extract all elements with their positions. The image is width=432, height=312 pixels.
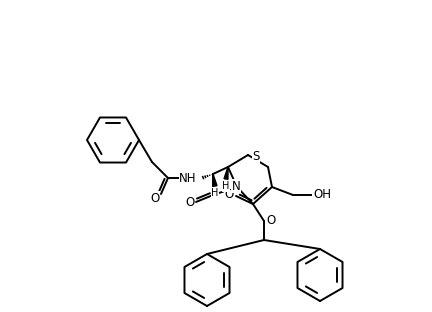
- Text: S: S: [252, 150, 260, 163]
- Text: O: O: [224, 188, 234, 202]
- Text: O: O: [267, 213, 276, 227]
- Text: H: H: [222, 181, 230, 191]
- Text: NH: NH: [179, 173, 197, 186]
- Text: OH: OH: [313, 188, 331, 202]
- Polygon shape: [224, 167, 228, 179]
- Text: O: O: [150, 192, 160, 204]
- Text: H: H: [211, 188, 219, 198]
- Text: O: O: [185, 197, 195, 209]
- Polygon shape: [213, 174, 217, 186]
- Text: N: N: [232, 179, 240, 193]
